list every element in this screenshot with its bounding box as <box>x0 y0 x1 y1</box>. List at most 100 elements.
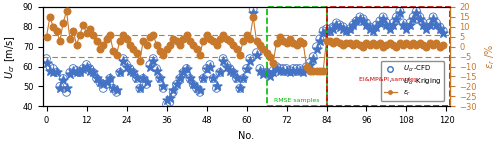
Point <box>236 87 244 90</box>
Point <box>56 85 64 88</box>
Point <box>232 77 240 80</box>
Point <box>302 67 310 70</box>
Point <box>226 40 234 42</box>
Point <box>136 87 144 90</box>
Point <box>366 43 374 46</box>
Point <box>152 43 160 46</box>
Point <box>219 59 227 62</box>
Point <box>429 43 437 46</box>
Point <box>326 40 334 42</box>
Point <box>316 40 324 42</box>
Point <box>299 71 307 74</box>
Point <box>236 87 244 90</box>
Point <box>389 22 397 24</box>
Point <box>239 40 247 42</box>
Point <box>212 43 220 46</box>
Point <box>426 42 434 44</box>
Point <box>89 71 97 74</box>
Point <box>259 48 267 50</box>
Point <box>372 26 380 28</box>
Point <box>319 30 327 32</box>
Point <box>436 46 444 48</box>
Point <box>69 67 77 70</box>
Point <box>86 69 94 72</box>
Point <box>319 32 327 34</box>
Point <box>392 46 400 48</box>
Point <box>46 65 54 68</box>
Point <box>309 55 317 58</box>
Point <box>322 40 330 42</box>
Point <box>302 65 310 68</box>
Point <box>109 50 117 52</box>
Point <box>262 52 270 54</box>
Point <box>296 69 304 72</box>
Point <box>369 28 377 30</box>
Point <box>46 16 54 18</box>
Point <box>206 63 214 66</box>
Point <box>379 16 387 18</box>
Point <box>132 77 140 80</box>
Point <box>159 53 167 56</box>
Point <box>332 24 340 26</box>
Point <box>409 42 417 44</box>
Point <box>42 57 50 60</box>
Point <box>156 77 164 80</box>
Point <box>202 67 210 70</box>
Point <box>196 89 204 92</box>
Point <box>422 26 430 28</box>
Point <box>196 53 204 56</box>
Point <box>409 18 417 20</box>
Point <box>149 57 157 60</box>
Point <box>179 71 187 74</box>
Point <box>422 46 430 48</box>
Point <box>186 77 194 80</box>
Point <box>82 63 90 66</box>
Point <box>276 67 284 70</box>
Point <box>386 28 394 30</box>
Point <box>229 71 237 74</box>
Point <box>279 69 287 72</box>
Point <box>246 59 254 62</box>
Point <box>62 91 70 93</box>
Point <box>132 52 140 54</box>
Point <box>192 87 200 90</box>
Point <box>262 71 270 74</box>
Point <box>342 42 350 44</box>
Point <box>82 65 90 68</box>
Point <box>409 16 417 18</box>
Point <box>269 69 277 72</box>
Point <box>212 85 220 88</box>
Point <box>402 26 410 28</box>
Point <box>129 71 137 74</box>
Point <box>229 71 237 74</box>
Point <box>382 24 390 26</box>
Point <box>322 28 330 30</box>
Text: RMSE samples: RMSE samples <box>274 98 320 103</box>
Point <box>412 10 420 12</box>
Point <box>89 71 97 74</box>
Point <box>379 46 387 48</box>
Point <box>156 50 164 52</box>
Point <box>106 77 114 80</box>
Point <box>49 67 57 70</box>
Point <box>112 89 120 92</box>
Point <box>246 38 254 40</box>
Point <box>72 71 80 74</box>
Point <box>159 85 167 88</box>
Point <box>346 28 354 30</box>
Point <box>306 63 314 66</box>
Point <box>349 24 357 26</box>
Point <box>332 40 340 42</box>
Point <box>146 63 154 66</box>
Point <box>102 38 110 40</box>
Point <box>256 67 264 70</box>
Point <box>226 67 234 70</box>
Point <box>429 18 437 20</box>
Point <box>72 69 80 72</box>
Point <box>139 77 147 80</box>
Point <box>142 83 150 86</box>
Point <box>122 65 130 68</box>
Point <box>42 61 50 64</box>
Point <box>179 38 187 40</box>
Point <box>336 42 344 44</box>
